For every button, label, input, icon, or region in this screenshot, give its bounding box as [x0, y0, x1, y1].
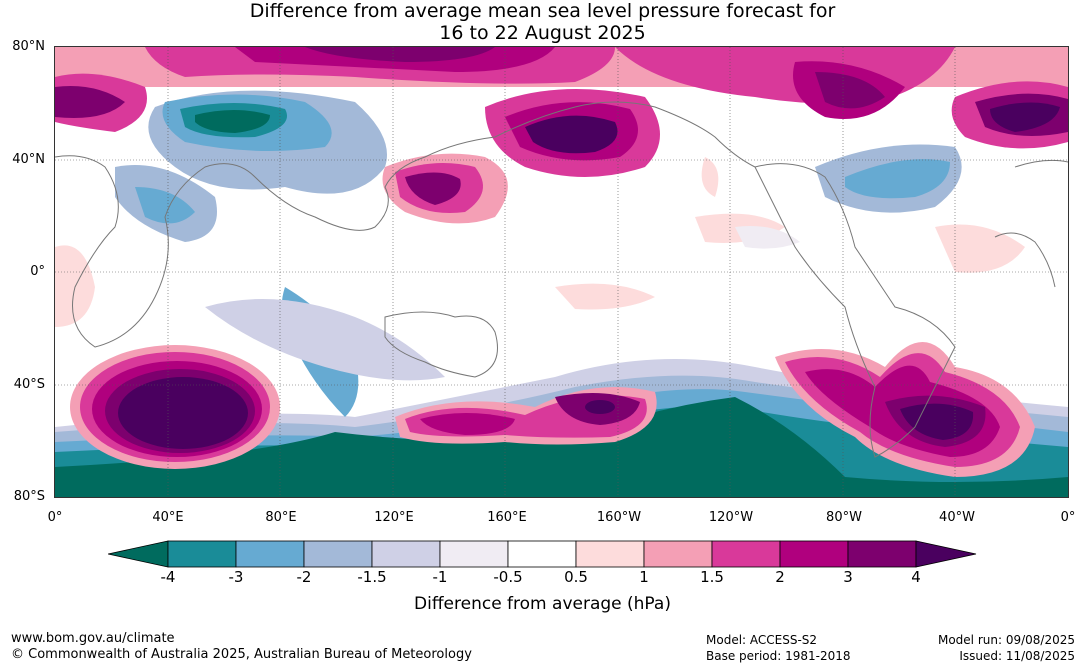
lat-label-40n: 40°N: [12, 152, 45, 167]
map-svg: [54, 47, 1069, 497]
title-line-2: 16 to 22 August 2025: [439, 22, 646, 44]
pressure-anomaly-map: [54, 46, 1069, 498]
colorbar-tick-label: -4: [160, 568, 176, 586]
colorbar-tick-label: 3: [843, 568, 853, 586]
model-run-date: Model run: 09/08/2025: [937, 633, 1075, 647]
colorbar-tick-label: 0.5: [564, 568, 588, 586]
footer-run-info: Model run: 09/08/2025 Issued: 11/08/2025: [938, 632, 1075, 664]
colorbar-swatch-low-extend: [108, 540, 169, 568]
colorbar-swatch: [235, 540, 305, 568]
copyright-text: © Commonwealth of Australia 2025, Austra…: [11, 647, 472, 662]
colorbar-swatch: [303, 540, 373, 568]
colorbar-swatches: [108, 540, 977, 568]
colorbar-tick-label: -3: [228, 568, 244, 586]
lon-label-80w: 80°W: [826, 510, 862, 525]
colorbar-tick-label: 4: [911, 568, 921, 586]
colorbar: [108, 540, 977, 568]
lon-label-160w: 160°W: [596, 510, 642, 525]
lon-label-80e: 80°E: [265, 510, 297, 525]
chart-title: Difference from average mean sea level p…: [0, 0, 1085, 44]
lon-label-160e: 160°E: [487, 510, 527, 525]
minor-anomaly-patches: [55, 157, 1025, 327]
issued-date: Issued: 11/08/2025: [959, 649, 1075, 663]
colorbar-tick-label: -1: [432, 568, 448, 586]
lat-label-80n: 80°N: [12, 39, 45, 54]
footer-left: www.bom.gov.au/climate © Commonwealth of…: [11, 631, 472, 663]
footer-model-info: Model: ACCESS-S2 Base period: 1981-2018: [706, 632, 851, 664]
colorbar-tick-label: -2: [296, 568, 312, 586]
colorbar-swatch-high-extend: [915, 540, 977, 568]
site-link[interactable]: www.bom.gov.au/climate: [11, 631, 175, 646]
lon-label-40e: 40°E: [152, 510, 184, 525]
lat-label-40s: 40°S: [13, 377, 45, 392]
title-line-1: Difference from average mean sea level p…: [249, 0, 836, 22]
colorbar-swatch: [779, 540, 849, 568]
central-asia-negative-anomaly: [115, 90, 387, 242]
south-atlantic-positive-anomaly: [775, 342, 1035, 477]
lat-label-80s: 80°S: [13, 489, 45, 504]
south-pacific-positive-anomaly: [395, 387, 657, 445]
lon-label-120e: 120°E: [374, 510, 414, 525]
indian-ocean-positive-anomaly: [70, 345, 280, 469]
colorbar-swatch: [439, 540, 509, 568]
colorbar-tick-label: -0.5: [493, 568, 523, 586]
colorbar-swatch: [507, 540, 577, 568]
colorbar-swatch: [371, 540, 441, 568]
colorbar-tick-label: 2: [775, 568, 785, 586]
colorbar-tick-label: 1: [639, 568, 649, 586]
north-america-negative-anomaly: [815, 144, 962, 213]
graticule: [55, 47, 1068, 497]
north-atlantic-positive-anomaly: [951, 81, 1068, 149]
lon-label-120w: 120°W: [708, 510, 754, 525]
model-name: Model: ACCESS-S2: [706, 633, 818, 647]
coastlines: [54, 101, 1069, 458]
colorbar-swatch: [711, 540, 781, 568]
base-period: Base period: 1981-2018: [706, 649, 851, 663]
lat-label-equator: 0°: [30, 264, 45, 279]
lon-label-40w: 40°W: [939, 510, 975, 525]
arctic-positive-anomaly: [55, 47, 1068, 132]
colorbar-tick-label: -1.5: [357, 568, 387, 586]
colorbar-swatch: [167, 540, 237, 568]
colorbar-swatch: [575, 540, 645, 568]
north-pacific-positive-anomaly: [382, 89, 660, 224]
colorbar-swatch: [643, 540, 713, 568]
colorbar-tick-label: 1.5: [700, 568, 724, 586]
colorbar-swatch: [847, 540, 917, 568]
lon-label-0-right: 0°: [1060, 510, 1076, 525]
colorbar-title: Difference from average (hPa): [414, 594, 671, 614]
lon-label-0-left: 0°: [47, 510, 63, 525]
